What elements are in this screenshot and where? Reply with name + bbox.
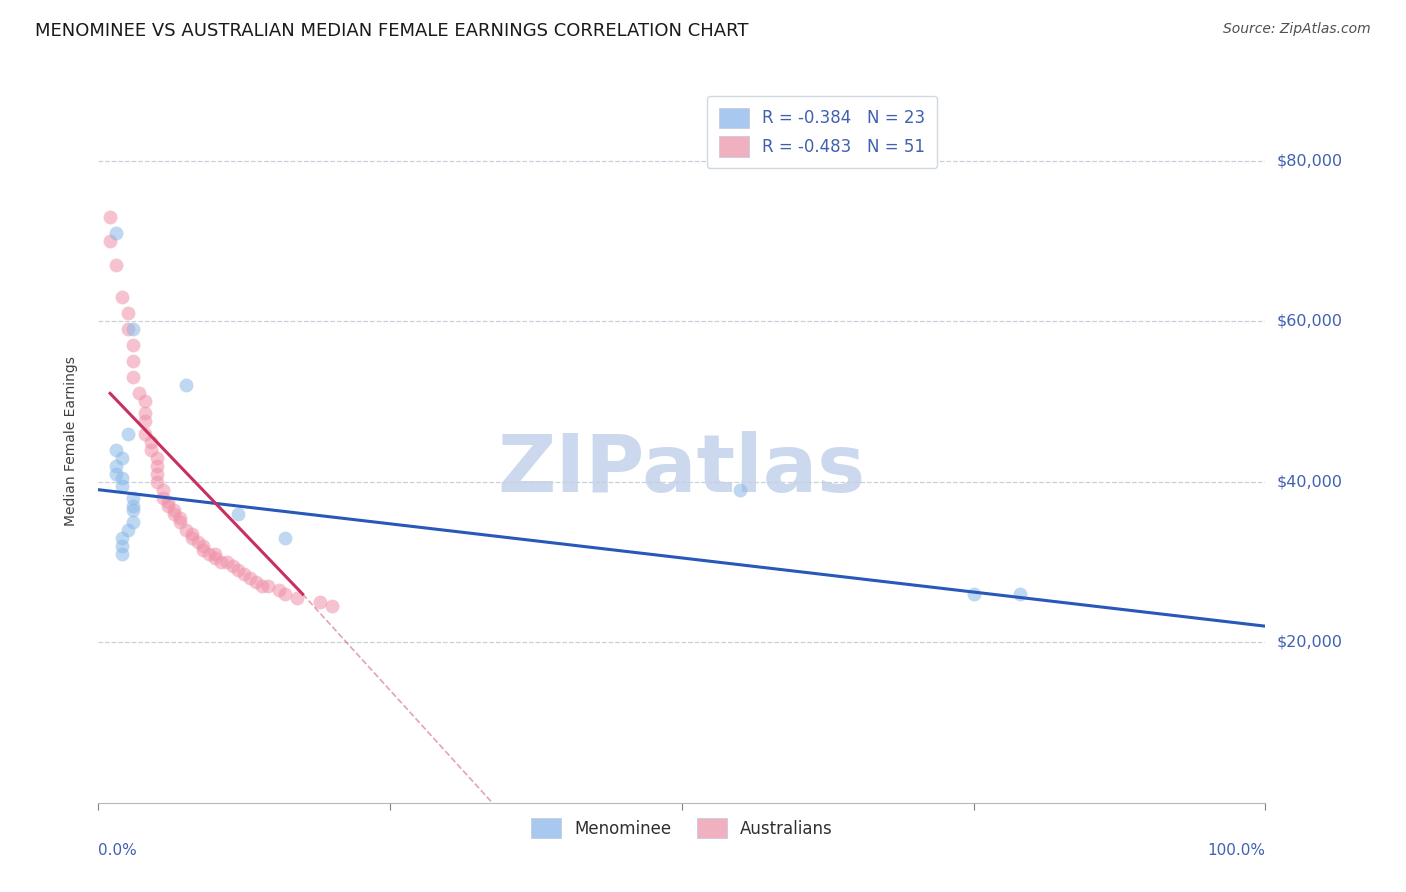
Point (117, 306, 139, 320)
Point (730, 483, 752, 497)
Point (239, 571, 262, 585)
Point (122, 515, 145, 529)
Text: $80,000: $80,000 (1277, 153, 1343, 168)
Point (285, 591, 308, 605)
Point (152, 483, 174, 497)
Point (139, 434, 162, 449)
Point (104, 442, 127, 457)
Point (134, 394, 156, 409)
Point (180, 526, 202, 541)
Point (209, 555, 232, 569)
Text: Source: ZipAtlas.com: Source: ZipAtlas.com (1223, 22, 1371, 37)
Point (98, 234, 121, 248)
Point (157, 494, 180, 508)
Point (111, 478, 134, 492)
Y-axis label: Median Female Earnings: Median Female Earnings (63, 357, 77, 526)
Point (146, 475, 169, 489)
Point (146, 467, 169, 481)
Point (122, 322, 145, 336)
Point (274, 587, 297, 601)
Legend: Menominee, Australians: Menominee, Australians (524, 812, 839, 845)
Text: 100.0%: 100.0% (1208, 843, 1265, 857)
Point (193, 539, 215, 553)
Point (193, 542, 215, 557)
Point (245, 574, 267, 589)
Point (111, 290, 134, 304)
Point (146, 458, 169, 473)
Point (204, 547, 226, 561)
Point (174, 378, 197, 392)
Point (228, 563, 250, 577)
Point (187, 534, 209, 549)
Point (309, 595, 332, 609)
Point (122, 499, 145, 513)
Point (180, 531, 202, 545)
Point (104, 467, 127, 481)
Point (122, 338, 145, 352)
Point (146, 450, 169, 465)
Point (134, 414, 156, 428)
Text: $60,000: $60,000 (1277, 314, 1343, 328)
Point (169, 515, 191, 529)
Point (122, 502, 145, 516)
Point (117, 523, 139, 537)
Point (134, 426, 156, 441)
Point (122, 354, 145, 368)
Point (157, 499, 180, 513)
Point (111, 450, 134, 465)
Point (104, 226, 127, 240)
Point (233, 567, 256, 582)
Point (163, 507, 186, 521)
Point (256, 579, 278, 593)
Point (1010, 587, 1032, 601)
Point (104, 258, 127, 272)
Point (250, 579, 273, 593)
Point (962, 587, 984, 601)
Point (122, 491, 145, 505)
Text: MENOMINEE VS AUSTRALIAN MEDIAN FEMALE EARNINGS CORRELATION CHART: MENOMINEE VS AUSTRALIAN MEDIAN FEMALE EA… (35, 22, 748, 40)
Point (321, 599, 343, 614)
Point (198, 547, 221, 561)
Point (117, 322, 139, 336)
Point (111, 547, 134, 561)
Point (122, 370, 145, 384)
Point (215, 555, 238, 569)
Point (139, 442, 162, 457)
Point (128, 386, 150, 401)
Point (163, 502, 186, 516)
Point (111, 539, 134, 553)
Text: ZIPatlas: ZIPatlas (498, 432, 866, 509)
Point (269, 583, 291, 598)
Point (98, 210, 121, 224)
Point (228, 507, 250, 521)
Point (274, 531, 297, 545)
Point (204, 550, 226, 566)
Point (169, 510, 191, 524)
Point (117, 426, 139, 441)
Point (104, 458, 127, 473)
Text: $20,000: $20,000 (1277, 635, 1343, 649)
Point (221, 558, 243, 574)
Text: 0.0%: 0.0% (98, 843, 138, 857)
Point (174, 523, 197, 537)
Text: $40,000: $40,000 (1277, 475, 1343, 489)
Point (111, 470, 134, 484)
Point (134, 406, 156, 420)
Point (111, 531, 134, 545)
Point (152, 491, 174, 505)
